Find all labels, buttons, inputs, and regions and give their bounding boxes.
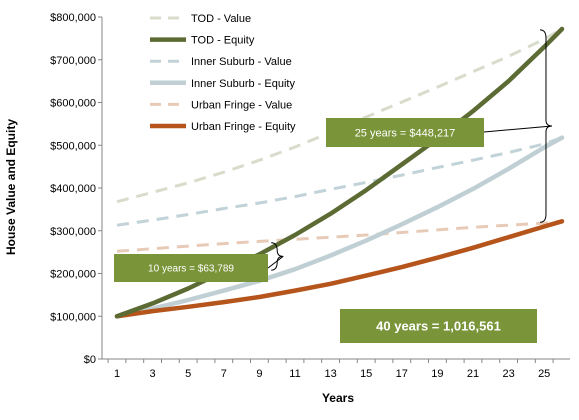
bracket-25-years <box>539 29 553 223</box>
x-tick-label: 25 <box>538 368 550 380</box>
x-tick-label: 5 <box>185 368 191 380</box>
x-tick-label: 21 <box>467 368 479 380</box>
x-tick-label: 9 <box>256 368 262 380</box>
x-tick-label: 3 <box>150 368 156 380</box>
series-line-urban-fringe-value <box>116 219 563 253</box>
y-tick-label: $600,000 <box>50 98 96 110</box>
x-tick-label: 15 <box>360 368 372 380</box>
legend-label: TOD - Equity <box>191 35 255 47</box>
series-line-urban-fringe-equity <box>114 219 565 319</box>
series-line-tod-equity <box>114 26 565 319</box>
x-axis-ticks: 1 3 5 7 9 11 13 15 17 19 21 23 25 <box>107 359 554 380</box>
y-tick-label: $100,000 <box>50 311 96 323</box>
y-tick-label: $400,000 <box>50 183 96 195</box>
y-tick-label: $500,000 <box>50 140 96 152</box>
annotation-box <box>340 309 537 343</box>
x-tick-label: 1 <box>114 368 120 380</box>
legend-label: Inner Suburb - Equity <box>191 78 295 90</box>
y-tick-label: $200,000 <box>50 269 96 281</box>
annotation-connector <box>483 125 553 133</box>
x-tick-label: 7 <box>221 368 227 380</box>
annotation-boxes: 10 years = $63,789 25 years = $448,217 40 … <box>114 118 553 343</box>
y-axis-title: House Value and Equity <box>4 119 18 255</box>
x-tick-label: 23 <box>502 368 514 380</box>
annotation-label: 40 years = 1,016,561 <box>376 319 501 334</box>
x-tick-label: 17 <box>396 368 408 380</box>
legend-label: Urban Fringe - Value <box>191 99 292 111</box>
legend-label: TOD - Value <box>191 13 251 25</box>
y-tick-label: $0 <box>84 354 96 366</box>
legend-label: Urban Fringe - Equity <box>191 121 296 133</box>
annotation-brackets <box>271 29 553 271</box>
y-tick-label: $800,000 <box>50 12 96 24</box>
series-line-inner-suburb-value <box>116 136 563 227</box>
annotation-box <box>114 254 268 282</box>
x-tick-label: 13 <box>324 368 336 380</box>
x-axis-title: Years <box>322 391 354 405</box>
legend: TOD - Value TOD - Equity Inner Suburb - Va… <box>150 13 296 133</box>
series-line-inner-suburb-equity <box>114 135 565 319</box>
legend-label: Inner Suburb - Value <box>191 56 292 68</box>
annotation-label: 10 years = $63,789 <box>148 264 234 275</box>
x-tick-label: 11 <box>289 368 300 380</box>
y-axis-ticks: $0 $100,000 $200,000 $300,000 $400,000 $500,0… <box>50 12 102 366</box>
annotation-label: 25 years = $448,217 <box>355 127 456 139</box>
y-tick-label: $700,000 <box>50 55 96 67</box>
x-tick-label: 19 <box>431 368 443 380</box>
annotation-connector <box>267 256 284 269</box>
y-tick-label: $300,000 <box>50 226 96 238</box>
annotation-box <box>326 118 484 147</box>
